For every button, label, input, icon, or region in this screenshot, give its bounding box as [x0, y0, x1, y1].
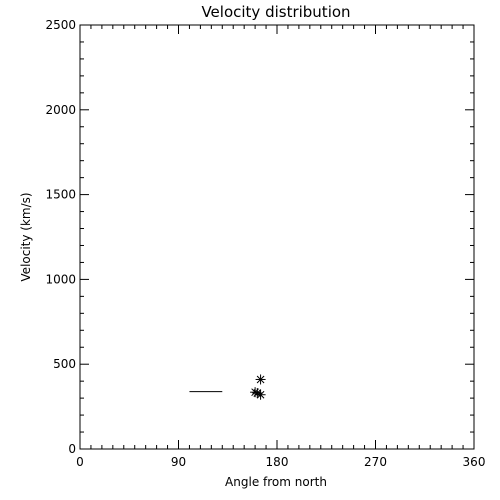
x-tick-label: 270 [364, 455, 387, 469]
x-tick-label: 0 [76, 455, 84, 469]
y-tick-label: 2000 [45, 103, 76, 117]
y-axis-label: Velocity (km/s) [19, 192, 33, 281]
x-tick-label: 180 [266, 455, 289, 469]
x-tick-label: 90 [171, 455, 186, 469]
chart-title: Velocity distribution [201, 3, 350, 21]
y-tick-label: 2500 [45, 18, 76, 32]
data-marks [189, 374, 266, 400]
y-axis: 0 500 1000 1500 2000 2500 [45, 18, 474, 456]
data-point-asterisk [255, 374, 266, 385]
y-tick-label: 0 [68, 442, 76, 456]
y-tick-label: 500 [53, 357, 76, 371]
y-tick-label: 1500 [45, 188, 76, 202]
x-axis-label: Angle from north [225, 475, 327, 489]
x-axis: 0 90 180 270 360 [76, 25, 485, 469]
plot-frame [79, 24, 475, 450]
x-tick-label: 360 [463, 455, 486, 469]
data-point-asterisk [255, 389, 266, 400]
y-tick-label: 1000 [45, 272, 76, 286]
